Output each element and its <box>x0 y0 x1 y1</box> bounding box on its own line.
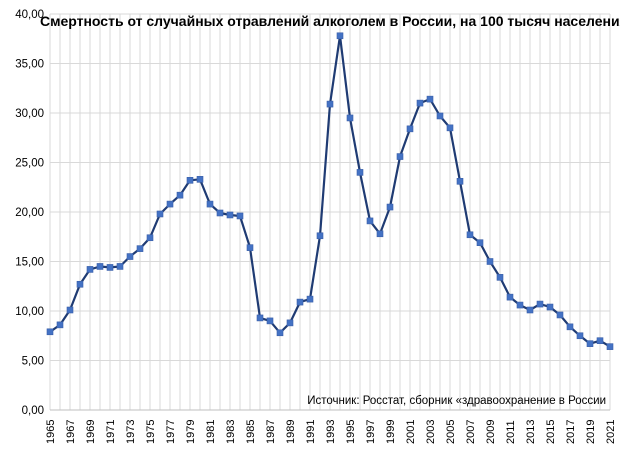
x-tick-label: 1969 <box>85 420 97 444</box>
x-tick-label: 1965 <box>45 420 57 444</box>
y-tick-label: 40,00 <box>15 9 44 21</box>
data-point-marker <box>126 253 134 260</box>
data-point-marker <box>286 319 294 327</box>
data-point-marker <box>276 329 284 337</box>
data-point-marker <box>146 234 154 242</box>
y-tick-label: 5,00 <box>22 356 44 368</box>
x-tick-label: 1991 <box>305 420 317 444</box>
data-point-marker <box>606 343 614 350</box>
data-point-marker <box>156 210 164 218</box>
data-point-marker <box>436 112 444 120</box>
data-point-marker <box>516 301 524 309</box>
x-tick-label: 2007 <box>465 420 477 444</box>
data-point-marker <box>566 323 574 331</box>
x-tick-label: 1975 <box>145 420 157 444</box>
data-point-marker <box>196 176 204 183</box>
data-point-marker <box>596 337 604 345</box>
y-tick-label: 30,00 <box>15 108 44 120</box>
data-point-marker <box>416 99 424 107</box>
data-point-marker <box>476 239 484 246</box>
x-tick-label: 2019 <box>585 420 597 444</box>
x-tick-label: 2017 <box>565 420 577 444</box>
x-tick-label: 2011 <box>505 420 517 444</box>
y-tick-label: 20,00 <box>15 207 44 219</box>
x-tick-label: 1987 <box>265 420 277 444</box>
data-point-marker <box>266 317 274 325</box>
data-point-marker <box>536 300 544 308</box>
x-tick-label: 1967 <box>65 420 77 444</box>
data-point-marker <box>546 303 554 311</box>
data-point-marker <box>486 258 494 265</box>
data-point-marker <box>526 306 534 314</box>
x-tick-label: 2021 <box>605 420 617 444</box>
data-point-marker <box>66 306 74 314</box>
data-point-marker <box>386 203 394 211</box>
data-point-marker <box>96 263 104 270</box>
data-point-marker <box>356 169 364 176</box>
data-point-marker <box>336 32 344 40</box>
data-point-marker <box>346 114 354 122</box>
x-tick-label: 2003 <box>425 420 437 444</box>
chart-title: Смертность от случайных отравлений алког… <box>40 13 620 29</box>
data-point-marker <box>46 328 54 336</box>
data-point-marker <box>326 100 334 108</box>
data-point-marker <box>56 321 64 329</box>
data-point-marker <box>246 244 254 251</box>
x-tick-label: 1985 <box>245 420 257 444</box>
data-point-marker <box>456 178 464 185</box>
x-tick-label: 1971 <box>105 420 117 444</box>
data-point-marker <box>176 191 184 199</box>
data-point-marker <box>186 177 194 184</box>
data-point-marker <box>366 217 374 225</box>
x-tick-label: 1997 <box>365 420 377 444</box>
data-point-marker <box>166 200 174 208</box>
data-point-marker <box>556 311 564 319</box>
data-point-marker <box>466 231 474 239</box>
data-point-marker <box>136 245 144 252</box>
data-point-marker <box>116 263 124 270</box>
data-point-marker <box>396 153 404 160</box>
data-point-marker <box>446 124 454 132</box>
data-point-marker <box>236 212 244 220</box>
data-point-marker <box>86 266 94 273</box>
source-note: Источник: Росстат, сборник «здравоохране… <box>307 395 606 407</box>
data-point-marker <box>586 340 594 347</box>
y-tick-label: 10,00 <box>15 306 44 318</box>
y-tick-label: 15,00 <box>15 257 44 269</box>
y-tick-label: 25,00 <box>15 158 44 170</box>
x-tick-label: 2013 <box>525 420 537 444</box>
x-tick-label: 1979 <box>185 420 197 444</box>
data-point-marker <box>76 280 84 288</box>
x-tick-label: 1989 <box>285 420 297 444</box>
data-point-marker <box>426 95 434 103</box>
data-point-marker <box>306 295 314 303</box>
x-tick-label: 1993 <box>325 420 337 444</box>
data-point-marker <box>216 209 224 217</box>
data-point-marker <box>496 274 504 281</box>
x-tick-label: 1977 <box>165 420 177 444</box>
data-point-marker <box>316 232 324 240</box>
x-tick-label: 2009 <box>485 420 497 444</box>
data-point-marker <box>206 200 214 208</box>
data-point-marker <box>256 314 264 322</box>
x-tick-label: 1981 <box>205 420 217 444</box>
data-point-marker <box>296 298 304 306</box>
x-tick-label: 1999 <box>385 420 397 444</box>
x-tick-label: 2005 <box>445 420 457 444</box>
x-tick-label: 1983 <box>225 420 237 444</box>
data-point-marker <box>376 230 384 238</box>
data-point-marker <box>106 264 114 271</box>
x-tick-label: 2001 <box>405 420 417 444</box>
x-tick-label: 2015 <box>545 420 557 444</box>
y-tick-label: 35,00 <box>15 59 44 71</box>
data-point-marker <box>406 125 414 133</box>
x-tick-label: 1995 <box>345 420 357 444</box>
data-point-marker <box>506 293 514 301</box>
x-tick-label: 1973 <box>125 420 137 444</box>
data-point-marker <box>226 211 234 219</box>
data-point-marker <box>576 332 584 340</box>
y-tick-label: 0,00 <box>22 405 44 417</box>
